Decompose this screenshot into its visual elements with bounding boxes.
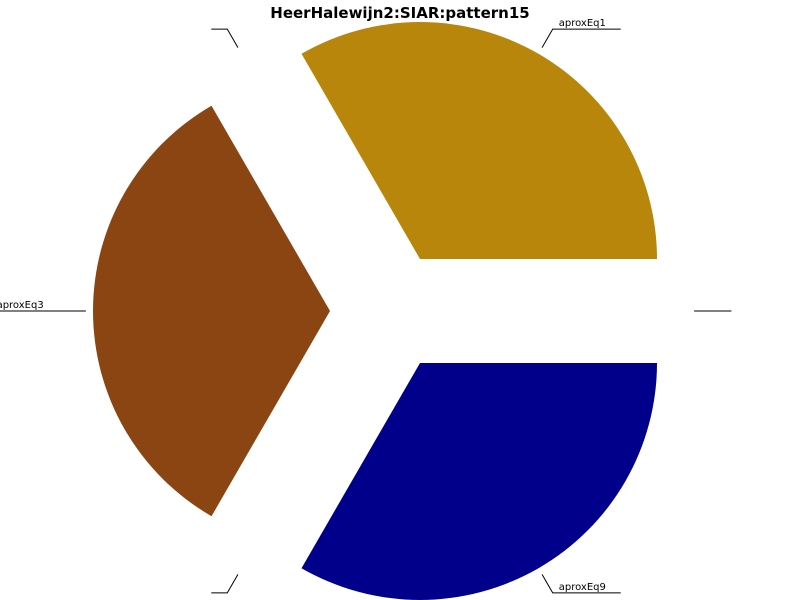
chart-title: HeerHalewijn2:SIAR:pattern15 [270, 4, 530, 22]
pie-slice [93, 105, 330, 517]
pie-slice [301, 22, 657, 260]
slice-label: aproxEq3 [0, 300, 44, 311]
slice-label: aproxEq9 [559, 582, 606, 593]
leader-line [211, 28, 239, 48]
slice-label: aproxEq1 [559, 18, 606, 29]
leader-line [541, 28, 621, 48]
pie-slice [301, 362, 657, 600]
leader-line [211, 574, 239, 594]
leader-line [541, 574, 621, 594]
